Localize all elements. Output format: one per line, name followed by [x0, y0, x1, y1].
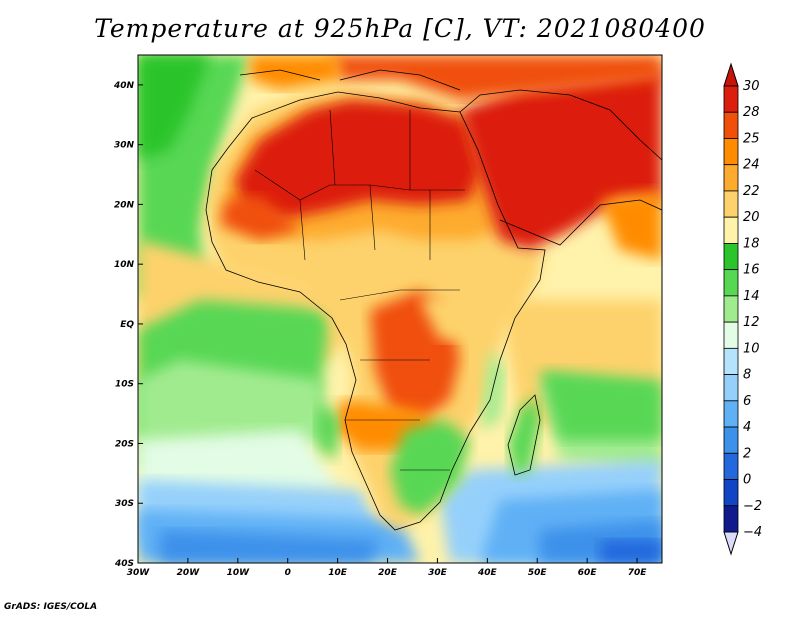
colorbar-label: 22	[743, 184, 760, 199]
colorbar-swatch	[723, 190, 739, 218]
colorbar-label: −2	[743, 499, 762, 514]
lon-tick-label: 10W	[227, 568, 251, 578]
colorbar-label: 25	[743, 131, 760, 146]
colorbar-label: 8	[743, 368, 751, 383]
grads-credit: GrADS: IGES/COLA	[4, 602, 98, 612]
lon-tick-label: 20W	[177, 568, 201, 578]
colorbar-label: 6	[743, 394, 751, 409]
map-title: Temperature at 925hPa [C], VT: 202108040…	[94, 14, 706, 43]
lon-tick-label: 40E	[477, 568, 498, 578]
colorbar-swatch	[723, 111, 739, 139]
colorbar-swatch	[723, 85, 739, 113]
colorbar-swatch	[723, 374, 739, 402]
colorbar-label: 24	[743, 158, 760, 173]
lat-tick-label: 20S	[115, 439, 134, 449]
lat-tick-label: 10S	[115, 380, 134, 390]
lat-tick-label: EQ	[120, 320, 134, 330]
colorbar-swatch	[723, 426, 739, 454]
lat-tick-label: 30N	[114, 141, 135, 151]
lon-tick-label: 60E	[578, 568, 598, 578]
colorbar-under-triangle	[723, 531, 739, 556]
colorbar-label: 4	[743, 420, 751, 435]
lon-tick-label: 30E	[428, 568, 448, 578]
lat-tick-label: 30S	[115, 499, 134, 509]
lat-tick-label: 40S	[114, 559, 134, 569]
colorbar-swatch	[723, 243, 739, 271]
colorbar-swatch	[723, 295, 739, 323]
lon-tick-label: 70E	[628, 568, 648, 578]
colorbar-swatch	[723, 347, 739, 375]
colorbar-label: 20	[743, 210, 760, 225]
lon-tick-label: 0	[285, 568, 291, 578]
colorbar-label: 14	[743, 289, 760, 304]
colorbar-swatch	[723, 138, 739, 166]
lat-tick-label: 40N	[113, 81, 135, 91]
lat-tick-label: 10N	[114, 260, 135, 270]
longitude-axis: 30W 20W 10W 0 10E 20E 30E 40E 50E 60E 70E	[127, 558, 647, 578]
colorbar-swatch	[723, 505, 739, 533]
temperature-field	[138, 55, 662, 563]
colorbar-swatch	[723, 321, 739, 349]
colorbar-swatch	[723, 479, 739, 507]
colorbar-swatch	[723, 400, 739, 428]
colorbar-label: 10	[743, 341, 760, 356]
colorbar-label: 30	[743, 79, 760, 94]
colorbar-label: 28	[743, 105, 760, 120]
colorbar-label: 2	[743, 446, 751, 461]
lon-tick-label: 10E	[328, 568, 348, 578]
colorbar-label: 16	[743, 263, 760, 278]
lon-tick-label: 30W	[127, 568, 151, 578]
plot-frame	[137, 54, 663, 564]
colorbar-label: 12	[743, 315, 760, 330]
colorbar-label: 0	[743, 473, 751, 488]
colorbar-swatch	[723, 164, 739, 192]
lon-tick-label: 20E	[378, 568, 398, 578]
colorbar-over-triangle	[723, 62, 739, 87]
colorbar-swatch	[723, 269, 739, 297]
lat-tick-label: 20N	[114, 200, 135, 210]
colorbar-label: 18	[743, 236, 760, 251]
colorbar-swatch	[723, 216, 739, 244]
lon-tick-label: 50E	[528, 568, 548, 578]
latitude-axis: 40N 30N 20N 10N EQ 10S 20S 30S 40S	[113, 81, 143, 569]
colorbar-swatch	[723, 452, 739, 480]
colorbar-label: −4	[743, 525, 762, 540]
